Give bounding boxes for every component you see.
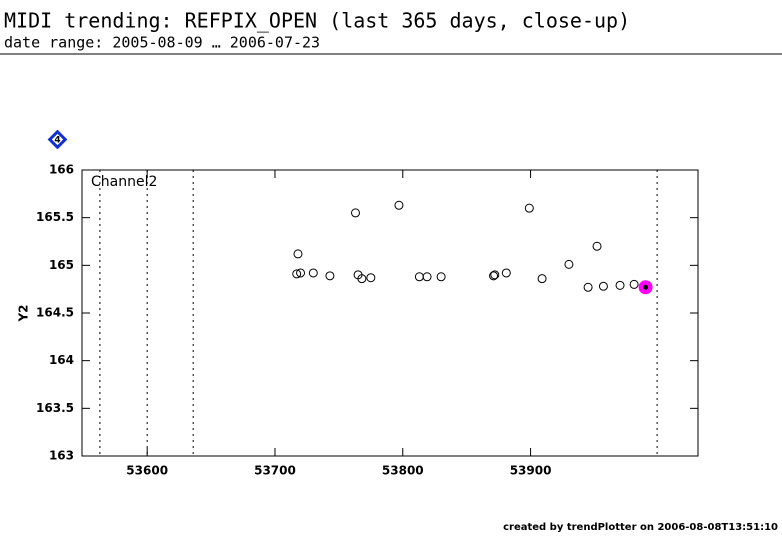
point — [643, 284, 649, 290]
x-tick-label: 53800 — [382, 464, 424, 478]
chart-subtitle: date range: 2005-08-09 … 2006-07-23 — [4, 34, 320, 52]
point — [436, 272, 446, 282]
chart-title: MIDI trending: REFPIX_OPEN (last 365 day… — [4, 9, 630, 33]
point — [537, 274, 547, 284]
y-tick-label: 166 — [49, 163, 74, 177]
point — [366, 273, 376, 283]
point — [501, 268, 511, 278]
point — [308, 268, 318, 278]
point — [357, 274, 367, 284]
point — [524, 203, 534, 213]
badge-icon — [47, 129, 68, 150]
point — [422, 272, 432, 282]
point — [490, 270, 500, 280]
point — [296, 268, 306, 278]
point — [592, 241, 602, 251]
x-tick-label: 53700 — [254, 464, 296, 478]
x-tick-label: 53900 — [510, 464, 552, 478]
point — [414, 272, 424, 282]
y-tick-label: 164 — [49, 353, 74, 367]
x-tick-label: 53600 — [126, 464, 168, 478]
y-tick-label: 165 — [49, 258, 74, 272]
y-tick-label: 164.5 — [36, 306, 74, 320]
annotation: Channel2 — [91, 174, 157, 190]
plot-frame — [81, 169, 699, 457]
point — [598, 281, 608, 291]
point — [564, 259, 574, 269]
point — [325, 271, 335, 281]
point — [489, 271, 499, 281]
point — [615, 280, 625, 290]
y-axis-label: Y2 — [17, 304, 31, 322]
point — [583, 282, 593, 292]
point — [293, 249, 303, 259]
y-tick-label: 163 — [49, 449, 74, 463]
point — [629, 279, 639, 289]
y-tick-label: 165.5 — [36, 210, 74, 224]
badge-label: 4 — [54, 136, 60, 146]
point — [394, 200, 404, 210]
footer: created by trendPlotter on 2006-08-08T13… — [503, 522, 778, 533]
y-tick-label: 163.5 — [36, 401, 74, 415]
point — [292, 269, 302, 279]
point — [350, 208, 360, 218]
